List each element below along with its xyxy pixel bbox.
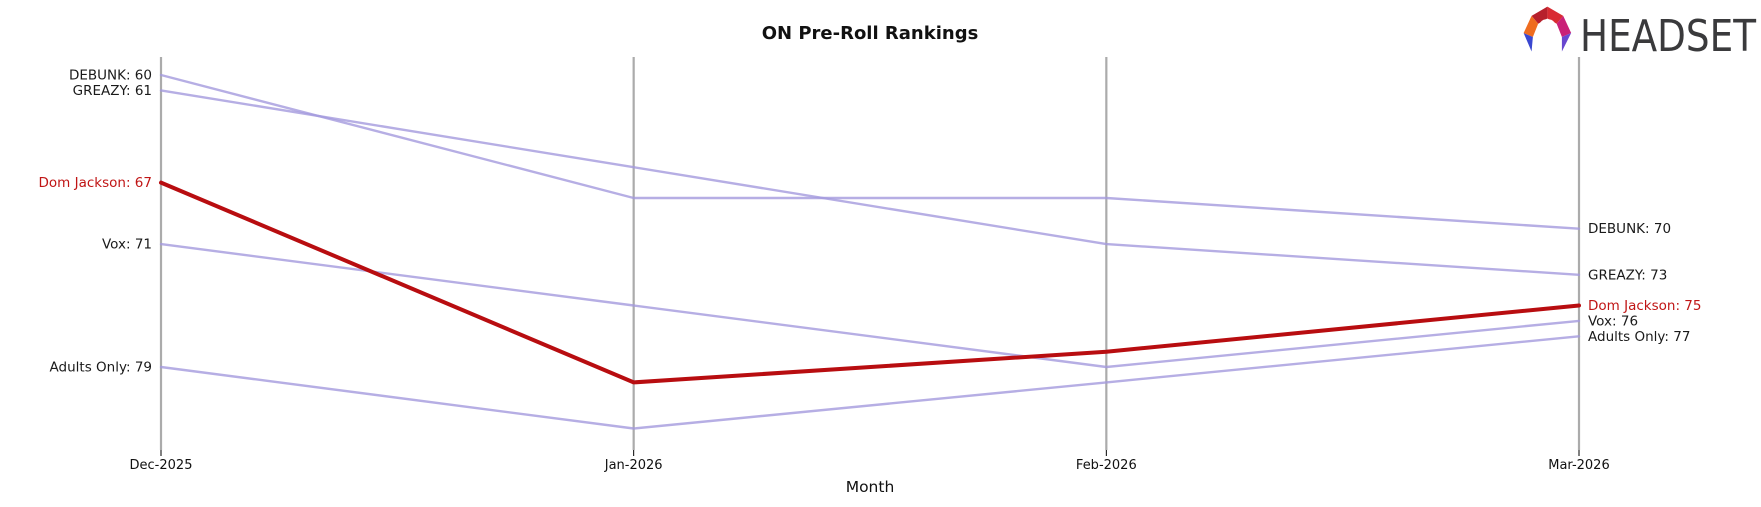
tick-label-Jan-2026: Jan-2026 — [604, 458, 663, 473]
series-start-label-adults-only: Adults Only: 79 — [50, 360, 152, 376]
series-end-label-adults-only: Adults Only: 77 — [1588, 329, 1690, 345]
series-start-label-debunk: DEBUNK: 60 — [69, 68, 152, 84]
x-axis-title: Month — [846, 478, 895, 496]
series-line-adults-only — [159, 335, 1581, 430]
headset-logo-text: HEADSET — [1580, 11, 1756, 62]
series-start-label-dom-jackson: Dom Jackson: 67 — [39, 175, 152, 191]
headset-logo-icon — [1523, 6, 1572, 53]
tick-label-Mar-2026: Mar-2026 — [1548, 458, 1609, 473]
series-end-label-vox: Vox: 76 — [1588, 313, 1638, 329]
chart-title: ON Pre-Roll Rankings — [762, 23, 979, 44]
tick-label-Dec-2025: Dec-2025 — [130, 458, 193, 473]
category-axes-layer: Dec-2025 Jan-2026 Feb-2026 Mar-2026 — [130, 57, 1610, 473]
series-end-label-debunk: DEBUNK: 70 — [1588, 221, 1671, 237]
series-line-greazy — [159, 89, 1581, 276]
tick-label-Feb-2026: Feb-2026 — [1076, 458, 1137, 473]
series-end-label-greazy: GREAZY: 73 — [1588, 267, 1667, 283]
series-start-label-greazy: GREAZY: 61 — [73, 83, 152, 99]
endpoint-labels-layer: DEBUNK: 60 DEBUNK: 70 GREAZY: 61 GREAZY: 73… — [39, 68, 1702, 376]
series-start-label-vox: Vox: 71 — [102, 237, 152, 253]
series-lines-layer — [159, 73, 1581, 430]
series-end-label-dom-jackson: Dom Jackson: 75 — [1588, 298, 1701, 314]
series-line-debunk — [159, 73, 1581, 230]
headset-logo: HEADSET — [1523, 6, 1756, 62]
series-line-vox — [159, 242, 1581, 369]
series-line-dom-jackson — [159, 180, 1581, 385]
